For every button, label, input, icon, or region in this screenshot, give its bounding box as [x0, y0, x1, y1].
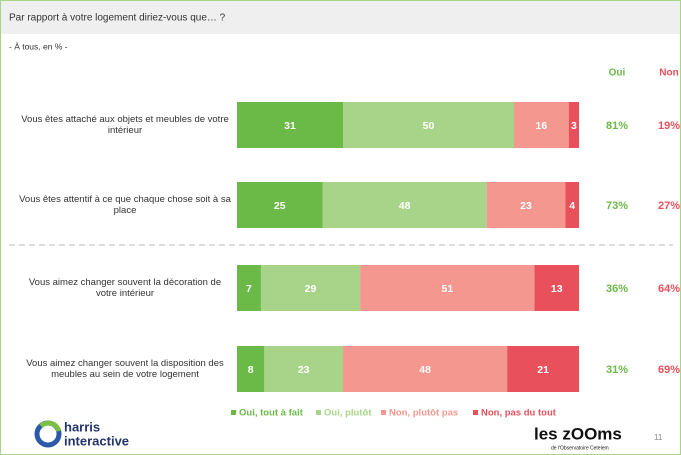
header-band — [1, 1, 680, 34]
bar-label: 8 — [248, 364, 254, 376]
bar-label: 48 — [399, 200, 411, 212]
legend-label: Non, plutôt pas — [389, 408, 458, 419]
bar-label: 13 — [551, 283, 563, 295]
bar-segment — [237, 346, 265, 392]
total-label: 31% — [606, 364, 628, 376]
chart-subtitle: - À tous, en % - — [9, 41, 68, 51]
category-label: Vous aimez changer souvent la dispositio… — [26, 358, 224, 380]
bar-label: 3 — [571, 120, 577, 132]
bar-segment — [514, 102, 569, 148]
category-label: Vous aimez changer souvent la décoration… — [28, 277, 222, 299]
legend-swatch — [231, 410, 236, 415]
total-label: 19% — [658, 120, 680, 132]
total-label: 27% — [658, 200, 680, 212]
logo-arc — [39, 420, 62, 432]
bar-segment — [486, 182, 566, 228]
bar-label: 23 — [520, 200, 532, 212]
bar-label: 48 — [419, 364, 431, 376]
bar-label: 16 — [536, 120, 548, 132]
chart-title: Par rapport à votre logement diriez-vous… — [9, 13, 226, 24]
bar-segment — [237, 182, 323, 228]
legend-swatch — [473, 410, 478, 415]
page-number: 11 — [654, 433, 663, 442]
bar-label: 4 — [569, 200, 575, 212]
logo-right: les zOOms — [534, 424, 622, 443]
column-header: Non — [659, 68, 678, 79]
bar-segment — [237, 102, 344, 148]
column-header: Oui — [609, 68, 626, 79]
bar-segment — [322, 182, 487, 228]
total-label: 73% — [606, 200, 628, 212]
total-label: 36% — [606, 283, 628, 295]
category-label: Vous êtes attaché aux objets et meubles … — [21, 114, 229, 136]
bar-segment — [565, 182, 579, 228]
bar-label: 7 — [246, 283, 252, 295]
bar-segment — [343, 346, 508, 392]
bar-label: 50 — [423, 120, 435, 132]
bar-label: 23 — [298, 364, 310, 376]
bar-segment — [264, 346, 344, 392]
bar-segment — [260, 265, 361, 311]
bar-segment — [237, 265, 261, 311]
legend-swatch — [381, 410, 386, 415]
bar-segment — [534, 265, 579, 311]
bar-segment — [360, 265, 535, 311]
bar-segment — [343, 102, 515, 148]
bar-label: 29 — [305, 283, 317, 295]
legend-swatch — [316, 410, 321, 415]
legend-label: Non, pas du tout — [481, 408, 557, 419]
bar-label: 21 — [537, 364, 549, 376]
bar-label: 51 — [441, 283, 453, 295]
logo-text: harris — [64, 419, 100, 434]
legend-label: Oui, tout à fait — [239, 408, 304, 419]
logo-text: interactive — [64, 433, 129, 448]
total-label: 69% — [658, 364, 680, 376]
category-label: Vous êtes attentif à ce que chaque chose… — [19, 194, 231, 216]
bar-segment — [568, 102, 579, 148]
total-label: 81% — [606, 120, 628, 132]
legend-label: Oui, plutôt — [324, 408, 372, 419]
bar-segment — [507, 346, 579, 392]
total-label: 64% — [658, 283, 680, 295]
logo-right-sub: de l'Observatoire Cetelem — [551, 445, 609, 451]
bar-label: 31 — [284, 120, 296, 132]
bar-label: 25 — [274, 200, 286, 212]
